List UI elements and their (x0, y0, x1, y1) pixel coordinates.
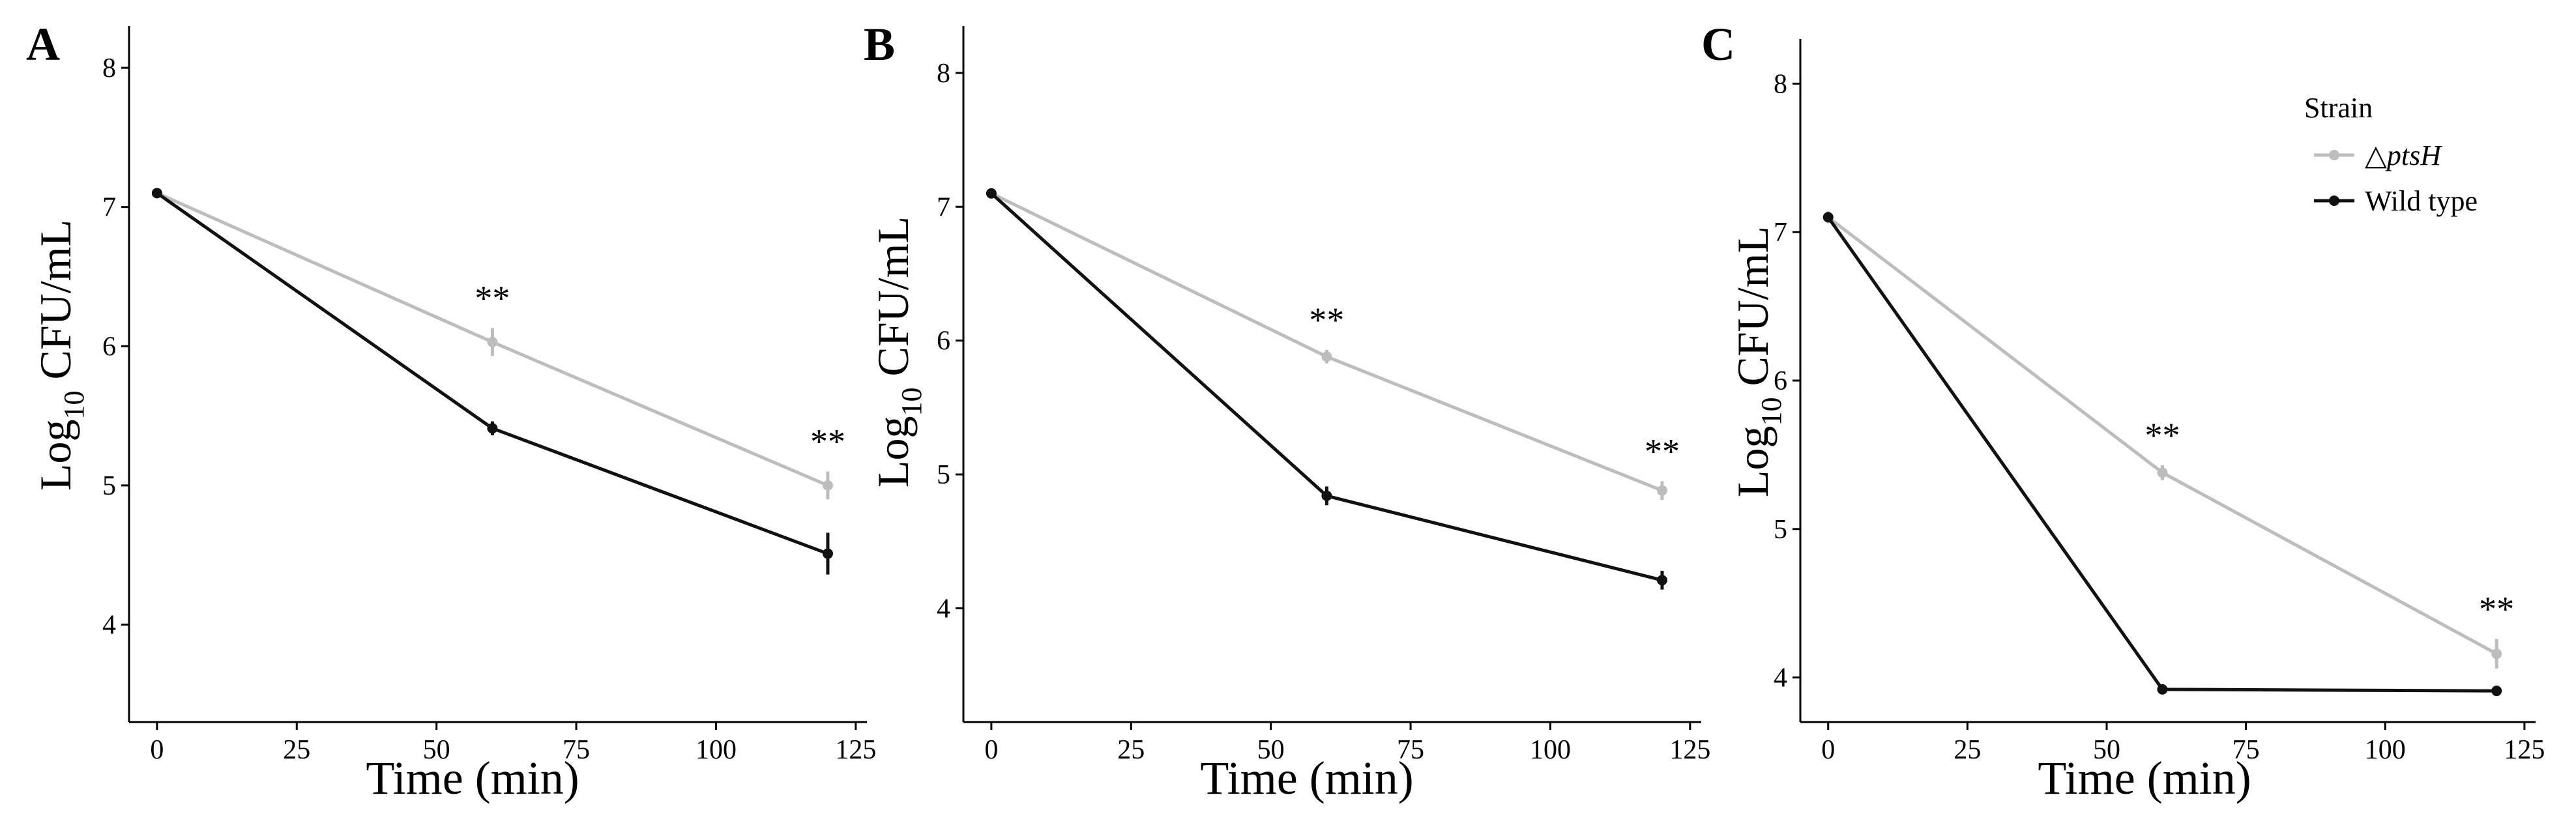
panel-b-point-wildtype (1656, 575, 1667, 586)
panel-a-letter: A (26, 18, 60, 70)
panel-a-point-ptsH (487, 336, 498, 347)
panel-c-point-wildtype (1822, 212, 1834, 223)
legend-title: Strain (2304, 92, 2373, 124)
legend: Strain △ptsH Wild type (2304, 92, 2478, 217)
panel-b-plot: 0 25 50 75 100 125 4 5 6 7 8 ** ** (937, 26, 1710, 765)
panel-c-y-tick-label: 7 (1774, 218, 1787, 248)
legend-point-wildtype (2329, 195, 2339, 206)
panel-b-x-tick-label: 125 (1669, 735, 1710, 765)
panel-b-y-tick-label: 7 (937, 192, 950, 222)
panel-c-x-tick-label: 100 (2365, 735, 2406, 765)
panel-c-ylabel-rest: CFU/mL (1728, 226, 1778, 398)
panel-b-ylabel-rest: CFU/mL (868, 216, 918, 388)
panel-c-ylabel-main: Log (1728, 426, 1778, 498)
panel-b-x-tick-label: 50 (1257, 735, 1285, 765)
legend-name-ptsh: ptsH (2385, 139, 2442, 171)
panel-b-y-tick-label: 8 (937, 59, 950, 89)
panel-c-y-tick-label: 4 (1774, 663, 1787, 693)
panel-a-y-tick-label: 4 (102, 610, 116, 640)
panel-b-x-tick-label: 75 (1397, 735, 1424, 765)
panel-c-x-tick-label: 75 (2232, 735, 2260, 765)
panel-a: A 0 25 50 75 100 125 4 5 6 7 8 ** ** Time (min) Log1… (26, 18, 876, 804)
panel-b-significance: ** (1309, 300, 1344, 340)
panel-c-point-wildtype (2157, 684, 2168, 695)
panel-a-point-wildtype (487, 423, 498, 434)
panel-c-x-tick-label: 25 (1954, 735, 1981, 765)
panel-a-significance: ** (810, 422, 845, 461)
panel-b-x-tick-label: 25 (1117, 735, 1145, 765)
panel-c-xlabel: Time (min) (2038, 752, 2251, 804)
panel-b-line-wildtype (990, 192, 1663, 582)
legend-label-wildtype: Wild type (2365, 185, 2478, 217)
panel-c-x-tick-label: 125 (2504, 735, 2545, 765)
panel-a-x-tick-label: 25 (283, 735, 310, 765)
panel-c-ylabel-sub: 10 (1755, 398, 1787, 426)
panel-a-ylabel-main: Log (31, 420, 80, 491)
panel-b-line-ptsH (990, 192, 1663, 493)
panel-b-y-tick-label: 6 (937, 326, 950, 356)
panel-b-ylabel: Log10 CFU/mL (868, 216, 928, 487)
panel-c-letter: C (1701, 18, 1735, 70)
panel-a-line-wildtype (156, 192, 828, 555)
panel-c-point-wildtype (2491, 686, 2502, 697)
panel-b-xlabel: Time (min) (1200, 752, 1413, 804)
panel-b-point-ptsH (1321, 351, 1332, 362)
panel-a-x-tick-label: 75 (563, 735, 590, 765)
panel-b-point-wildtype (1321, 490, 1332, 501)
panel-c-significance: ** (2144, 416, 2180, 455)
panel-c-significance: ** (2479, 589, 2514, 628)
panel-c-y-tick-label: 6 (1774, 366, 1787, 396)
panel-c-y-tick-label: 5 (1774, 515, 1787, 545)
panel-b-significance: ** (1645, 431, 1680, 470)
panel-a-ylabel-rest: CFU/mL (31, 220, 80, 391)
panel-a-plot: 0 25 50 75 100 125 4 5 6 7 8 ** ** (102, 26, 876, 765)
panel-a-xlabel: Time (min) (366, 752, 579, 804)
panel-a-ylabel-sub: 10 (58, 391, 90, 420)
panel-a-ylabel: Log10 CFU/mL (31, 220, 90, 491)
panel-c-ylabel: Log10 CFU/mL (1728, 226, 1787, 497)
panel-a-x-tick-label: 125 (835, 735, 876, 765)
panel-a-y-tick-label: 6 (102, 332, 116, 362)
panel-c-x-tick-label: 0 (1821, 735, 1835, 765)
panel-a-point-ptsH (822, 480, 833, 491)
panel-b-y-tick-label: 5 (937, 460, 950, 490)
panel-a-x-tick-label: 0 (150, 735, 164, 765)
panel-b-ylabel-sub: 10 (896, 388, 928, 416)
legend-point-ptsh (2329, 150, 2339, 160)
panel-b: B 0 25 50 75 100 125 4 5 6 7 8 ** ** Time (min) Log1… (864, 18, 1710, 804)
panel-b-y-tick-label: 4 (937, 594, 950, 624)
panel-b-point-wildtype (986, 188, 997, 199)
legend-label-ptsh: △ptsH (2365, 139, 2442, 171)
panel-c-point-ptsH (2491, 648, 2502, 659)
panel-c-y-tick-label: 8 (1774, 69, 1787, 99)
panel-a-y-tick-label: 7 (102, 193, 116, 223)
panel-a-point-wildtype (151, 188, 162, 199)
panel-b-letter: B (864, 18, 895, 70)
panel-b-ylabel-main: Log (868, 416, 918, 488)
panel-a-significance: ** (475, 279, 510, 318)
panel-b-point-ptsH (1656, 485, 1667, 496)
panel-c-point-ptsH (2157, 467, 2168, 478)
panel-a-x-tick-label: 50 (423, 735, 450, 765)
panel-b-x-tick-label: 0 (984, 735, 998, 765)
panel-a-point-wildtype (822, 548, 833, 559)
panel-a-y-tick-label: 5 (102, 471, 116, 501)
panel-b-x-tick-label: 100 (1530, 735, 1571, 765)
panel-a-y-tick-label: 8 (102, 53, 116, 83)
panel-c-x-tick-label: 50 (2093, 735, 2120, 765)
panel-c-plot: 0 25 50 75 100 125 4 5 6 7 8 ** ** (1774, 39, 2545, 765)
panel-c: C 0 25 50 75 100 125 4 5 6 7 8 ** ** Time (min) Log1… (1701, 18, 2545, 804)
legend-symbol-ptsh: △ (2365, 139, 2387, 171)
panel-a-x-tick-label: 100 (695, 735, 737, 765)
